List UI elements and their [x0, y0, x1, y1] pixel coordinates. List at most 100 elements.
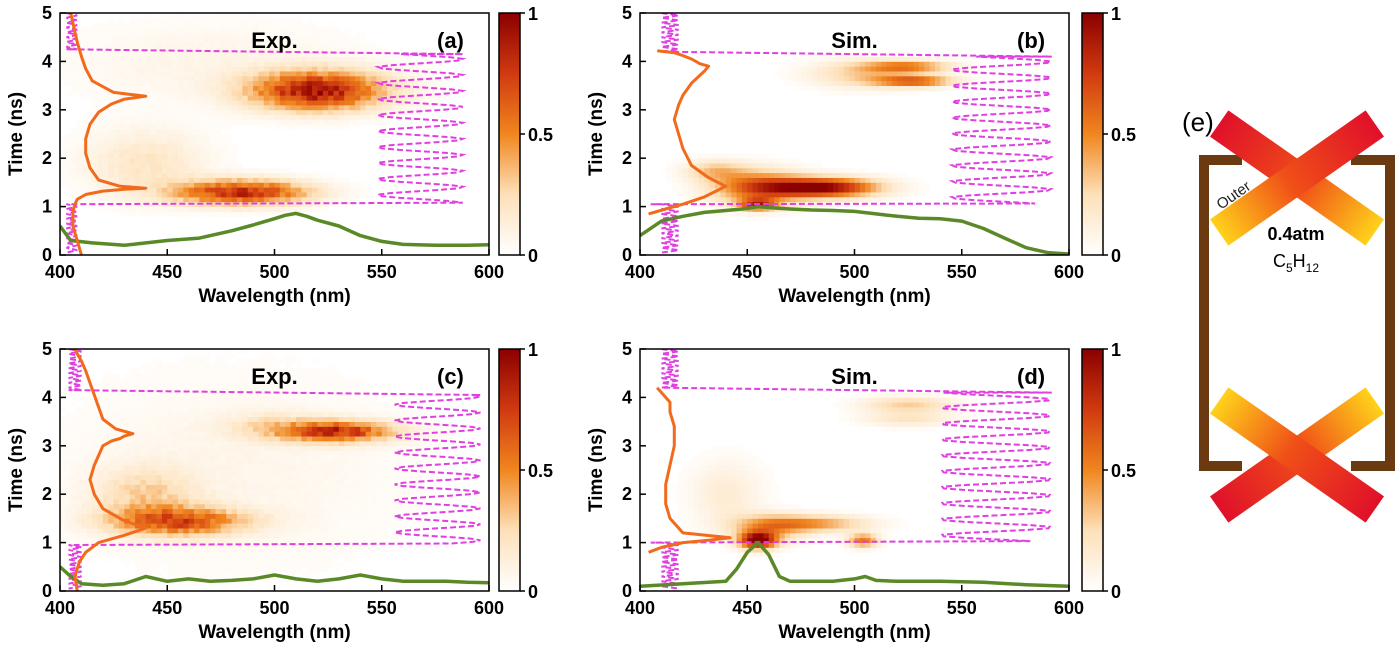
heatmap-cell [167, 104, 174, 111]
heatmap-cell [204, 90, 211, 96]
heatmap-cell [210, 22, 216, 28]
heatmap-cell [704, 206, 711, 212]
heatmap-cell [215, 17, 222, 24]
heatmap-cell [124, 382, 131, 389]
heatmap-cell [108, 382, 115, 389]
heatmap-cell [258, 71, 265, 77]
heatmap-cell [908, 75, 914, 82]
heatmap-cell [274, 51, 281, 57]
heatmap-cell [274, 513, 281, 519]
heatmap-cell [129, 557, 136, 563]
heatmap-cell [204, 119, 211, 125]
heatmap-cell [977, 75, 984, 82]
heatmap-cell [124, 143, 131, 149]
heatmap-cell [215, 382, 222, 389]
heatmap-cell [285, 421, 291, 427]
heatmap-cell [188, 17, 195, 24]
heatmap-cell [258, 557, 265, 563]
heatmap-cell [226, 528, 232, 534]
heatmap-cell [151, 484, 157, 490]
heatmap-cell [118, 421, 125, 427]
heatmap-cell [811, 177, 818, 183]
heatmap-cell [902, 182, 909, 188]
heatmap-cell [908, 71, 914, 77]
heatmap-cell [290, 489, 297, 495]
heatmap-cell [349, 100, 356, 106]
heatmap-cell [129, 489, 136, 495]
heatmap-cell [295, 114, 302, 120]
heatmap-cell [108, 167, 115, 174]
heatmap-cell [167, 187, 174, 193]
heatmap-cell [60, 528, 66, 534]
heatmap-cell [124, 66, 131, 72]
heatmap-cell [167, 547, 174, 553]
heatmap-cell [349, 196, 356, 203]
heatmap-cell [194, 90, 200, 96]
heatmap-cell [972, 61, 979, 67]
heatmap-cell [140, 421, 147, 427]
heatmap-cell [204, 416, 211, 422]
heatmap-cell [242, 167, 249, 174]
heatmap-cell [226, 80, 232, 86]
heatmap-cell [312, 42, 318, 48]
heatmap-cell [204, 22, 211, 28]
heatmap-cell [859, 56, 866, 62]
heatmap-cell [285, 528, 291, 534]
heatmap-cell [677, 192, 684, 198]
heatmap-cell [236, 528, 243, 534]
heatmap-cell [194, 421, 200, 427]
heatmap-cell [290, 402, 297, 408]
heatmap-cell [151, 552, 157, 558]
heatmap-cell [183, 402, 190, 408]
heatmap-cell [151, 523, 157, 529]
heatmap-cell [161, 382, 168, 389]
heatmap-cell [231, 37, 238, 43]
heatmap-cell [376, 90, 383, 96]
heatmap-cell [870, 182, 877, 188]
heatmap-cell [204, 148, 211, 154]
heatmap-cell [60, 143, 66, 149]
heatmap-cell [720, 196, 727, 203]
heatmap-cell [312, 32, 318, 38]
heatmap-cell [886, 90, 893, 96]
heatmap-cell [285, 513, 291, 519]
heatmap-cell [210, 80, 216, 86]
heatmap-cell [118, 484, 125, 490]
heatmap-cell [215, 421, 222, 427]
heatmap-cell [263, 494, 270, 500]
heatmap-cell [269, 211, 275, 217]
heatmap-cell [774, 158, 780, 164]
heatmap-cell [731, 153, 737, 159]
heatmap-cell [92, 192, 98, 198]
heatmap-cell [113, 445, 120, 452]
heatmap-cell [177, 167, 184, 174]
heatmap-cell [247, 95, 254, 101]
heatmap-cell [247, 547, 254, 553]
heatmap-cell [934, 61, 941, 67]
heatmap-cell [247, 100, 254, 106]
heatmap-cell [76, 182, 82, 188]
heatmap-cell [779, 71, 786, 77]
heatmap-cell [210, 537, 216, 543]
heatmap-cell [715, 211, 721, 217]
heatmap-cell [220, 474, 227, 481]
heatmap-cell [322, 37, 329, 43]
heatmap-cell [108, 75, 115, 82]
heatmap-cell [757, 158, 764, 164]
heatmap-cell [295, 95, 302, 101]
heatmap-cell [709, 153, 716, 159]
heatmap-cell [317, 32, 324, 38]
heatmap-cell [145, 61, 152, 67]
heatmap-cell [247, 201, 254, 207]
heatmap-cell [172, 192, 179, 198]
heatmap-cell [199, 17, 206, 24]
heatmap-cell [86, 416, 93, 422]
heatmap-cell [124, 196, 131, 203]
heatmap-cell [274, 523, 281, 529]
heatmap-cell [177, 206, 184, 212]
heatmap-cell [65, 523, 72, 529]
heatmap-cell [108, 479, 115, 485]
heatmap-cell [183, 13, 190, 19]
heatmap-cell [172, 153, 179, 159]
